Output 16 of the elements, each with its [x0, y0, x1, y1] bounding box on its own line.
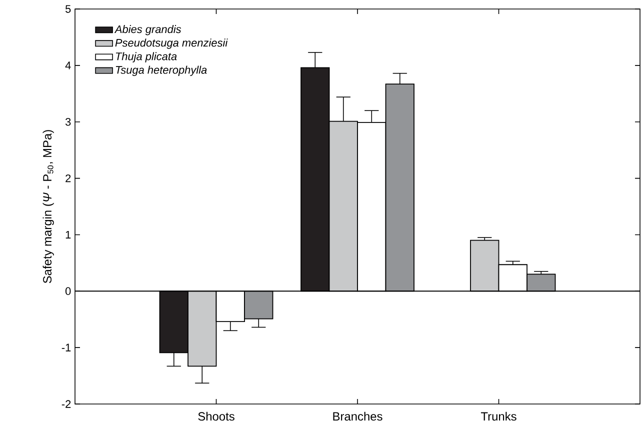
- y-tick-label: -1: [62, 344, 71, 352]
- legend-label: Tsuga heterophylla: [116, 66, 207, 76]
- x-tick-label: Branches: [333, 412, 382, 421]
- y-tick-label: 3: [65, 118, 71, 126]
- x-tick-label: Shoots: [198, 412, 234, 421]
- y-axis-title: Safety margin (Ψ - P$_{50}$, MPa): [42, 130, 54, 284]
- legend-label: Thuja plicata: [116, 52, 177, 62]
- x-tick-label: Trunks: [480, 412, 516, 421]
- y-tick-label: 0: [65, 287, 71, 296]
- legend-label: Abies grandis: [114, 25, 182, 36]
- y-tick-label: -2: [62, 400, 71, 408]
- y-tick-label: 1: [66, 230, 71, 238]
- y-tick-label: 4: [65, 62, 71, 70]
- y-tick-label: 2: [66, 174, 71, 182]
- y-tick-label: 5: [65, 5, 71, 13]
- legend-label: Pseudotsuga menziesii: [115, 38, 228, 49]
